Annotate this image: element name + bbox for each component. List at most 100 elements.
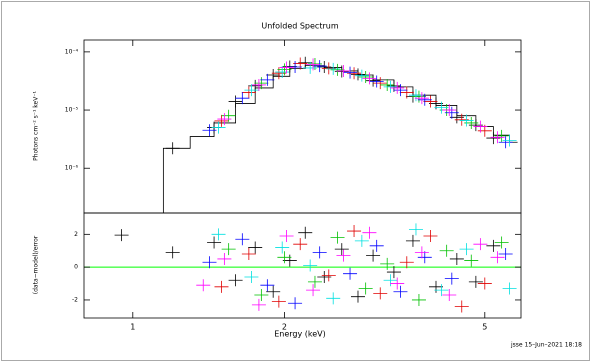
data-point <box>383 274 398 287</box>
data-point <box>350 68 365 81</box>
data-point <box>362 72 377 85</box>
data-point <box>502 134 517 147</box>
data-point <box>477 277 492 290</box>
data-point <box>354 69 369 82</box>
x-axis-label: Energy (keV) <box>274 330 326 339</box>
data-point <box>277 63 292 76</box>
y-tick-label: 10⁻⁶ <box>65 165 79 172</box>
data-point <box>303 61 318 74</box>
data-point <box>254 77 269 90</box>
data-point <box>417 93 432 106</box>
data-point <box>380 257 395 270</box>
data-point <box>366 249 381 262</box>
axes-box <box>83 39 522 214</box>
x-tick-label: 2 <box>282 323 287 332</box>
data-point <box>336 64 351 77</box>
model-line <box>162 65 518 213</box>
data-point <box>282 60 297 73</box>
data-point <box>260 279 275 292</box>
data-point <box>434 284 449 297</box>
data-point <box>350 290 365 303</box>
data-point <box>303 259 318 272</box>
data-point <box>473 120 488 133</box>
data-point <box>277 251 292 264</box>
data-point <box>373 287 388 300</box>
data-point <box>235 92 250 105</box>
y-tick-label: -2 <box>72 296 78 303</box>
data-point <box>408 223 423 236</box>
data-point <box>307 275 322 288</box>
data-point <box>330 231 345 244</box>
data-point <box>454 300 469 313</box>
data-point <box>282 254 297 267</box>
data-point <box>336 249 351 262</box>
data-point <box>312 246 327 259</box>
data-point <box>393 285 408 298</box>
data-point <box>490 251 505 264</box>
data-point <box>202 124 217 137</box>
data-point <box>214 280 229 293</box>
data-point <box>498 248 513 261</box>
data-point <box>293 57 308 70</box>
data-point <box>459 243 474 256</box>
data-point <box>217 252 232 265</box>
data-point <box>417 251 432 264</box>
data-point <box>266 285 281 298</box>
y-axis-label: (data−model)/error <box>33 235 40 294</box>
data-point <box>439 244 454 257</box>
data-point <box>326 292 341 305</box>
data-point <box>434 101 449 114</box>
data-point <box>490 131 505 144</box>
data-point <box>498 136 513 149</box>
data-point <box>165 142 180 155</box>
data-point <box>251 298 266 311</box>
data-point <box>334 243 349 256</box>
data-point <box>279 229 294 242</box>
data-point <box>459 114 474 127</box>
data-point <box>165 246 180 259</box>
data-point <box>202 256 217 269</box>
data-point <box>221 109 236 122</box>
data-point <box>251 78 266 91</box>
data-point <box>444 106 459 119</box>
data-point <box>473 238 488 251</box>
data-point <box>369 239 384 252</box>
data-point <box>428 280 443 293</box>
data-point <box>442 104 457 117</box>
data-point <box>494 129 509 142</box>
data-point <box>266 69 281 82</box>
plot-area <box>162 56 518 213</box>
data-point <box>358 70 373 83</box>
data-point <box>358 282 373 295</box>
data-point <box>486 132 501 145</box>
data-point <box>411 90 426 103</box>
data-point <box>411 293 426 306</box>
data-point <box>217 113 232 126</box>
data-point <box>423 95 438 108</box>
y-tick-label: 10⁻⁵ <box>65 107 79 114</box>
data-point <box>254 289 269 302</box>
data-point <box>248 241 263 254</box>
y-tick-label: 10⁻⁴ <box>65 48 79 55</box>
data-point <box>390 277 405 290</box>
data-point <box>330 63 345 76</box>
data-point <box>486 239 501 252</box>
data-point <box>366 74 381 87</box>
y-tick-label: 2 <box>74 231 78 238</box>
data-point <box>343 267 358 280</box>
x-tick-label: 5 <box>482 323 487 332</box>
data-point <box>386 266 401 279</box>
data-point <box>114 229 129 242</box>
data-point <box>442 289 457 302</box>
data-point <box>228 95 243 108</box>
data-point <box>241 86 256 99</box>
data-point <box>244 84 259 97</box>
data-point <box>306 284 321 297</box>
data-point <box>444 272 459 285</box>
chart-title: Unfolded Spectrum <box>261 22 338 31</box>
data-point <box>383 80 398 93</box>
data-point <box>279 61 294 74</box>
data-point <box>393 84 408 97</box>
